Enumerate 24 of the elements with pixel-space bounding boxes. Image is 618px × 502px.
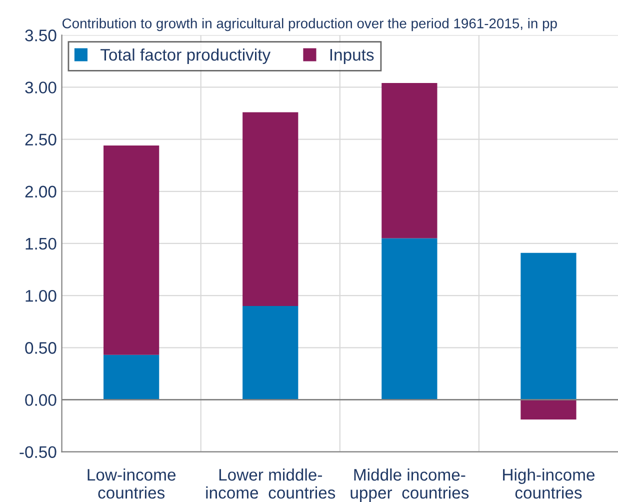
chart-title: Contribution to growth in agricultural production over the period 1961-2015, in pp [62,18,557,32]
y-tick-label: 1.00 [26,290,56,302]
bar [242,112,298,306]
bar [242,306,298,400]
y-tick-label: 0.50 [25,342,56,354]
y-tick-label: 1.50 [26,238,56,250]
bar [382,83,438,238]
bar [520,252,576,400]
x-tick-label: Middle income- upper countries [350,468,469,502]
y-tick-label: 2.00 [25,186,56,198]
y-tick-label: 2.50 [25,134,56,146]
y-tick-label: -0.50 [20,446,56,458]
bar [520,400,576,420]
y-tick-label: 0.00 [25,394,56,406]
bar [382,238,438,400]
bar [104,146,160,355]
y-tick-label: 3.50 [25,30,56,42]
x-tick-label: High-income countries [503,468,595,499]
bar [104,354,160,400]
legend-label: Inputs [330,49,374,64]
x-tick-label: Low-income countries [88,468,176,499]
legend-label: Total factor productivity [100,48,271,64]
x-tick-label: Lower middle- income countries [206,468,336,499]
y-tick-label: 3.00 [25,82,56,94]
